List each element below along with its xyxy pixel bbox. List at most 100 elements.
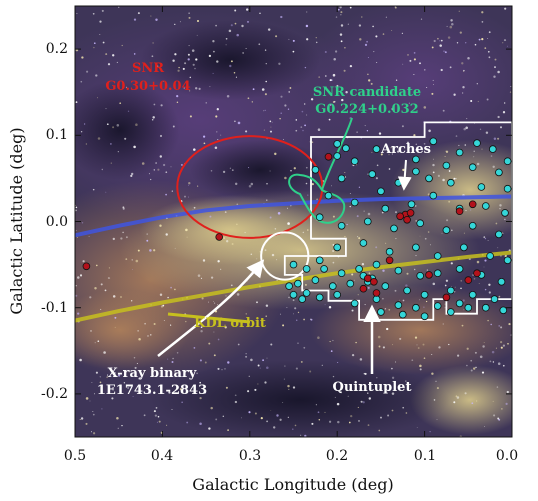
background-star: [176, 352, 179, 354]
background-star: [265, 80, 268, 83]
background-star: [442, 178, 445, 182]
background-star: [150, 334, 152, 336]
background-star: [318, 76, 321, 78]
background-star: [356, 131, 358, 133]
background-star: [275, 35, 278, 38]
background-star: [304, 124, 307, 127]
background-star: [292, 39, 295, 42]
background-star: [276, 414, 279, 417]
background-star: [449, 66, 452, 69]
background-star: [375, 35, 378, 38]
background-star: [419, 364, 422, 368]
cyan-source-point: [446, 286, 455, 295]
background-star: [101, 9, 104, 12]
background-star: [391, 367, 393, 370]
background-star: [377, 335, 381, 339]
background-star: [144, 86, 147, 88]
background-star: [387, 414, 390, 417]
background-star: [107, 63, 111, 66]
background-star: [492, 165, 495, 168]
background-star: [362, 401, 365, 404]
background-star: [455, 177, 457, 180]
background-star: [114, 372, 116, 374]
background-star: [426, 269, 428, 271]
background-star: [112, 295, 116, 298]
background-star: [210, 276, 214, 279]
background-star: [337, 362, 339, 363]
background-star: [477, 100, 479, 103]
background-star: [227, 429, 229, 431]
cyan-source-point: [499, 306, 508, 315]
background-star: [359, 358, 363, 361]
kdl-orbit-label: KDL orbit: [194, 316, 266, 331]
background-star: [132, 269, 133, 270]
cyan-source-point: [346, 279, 355, 288]
background-star: [401, 32, 404, 35]
background-star: [282, 324, 285, 327]
background-star: [359, 38, 362, 41]
background-star: [295, 129, 298, 132]
background-star: [500, 346, 503, 349]
background-star: [351, 309, 354, 312]
background-star: [230, 60, 233, 63]
background-star: [273, 426, 276, 429]
background-star: [258, 43, 261, 46]
background-star: [315, 37, 317, 39]
background-star: [106, 123, 109, 126]
background-star: [305, 182, 308, 185]
background-star: [225, 386, 228, 389]
background-star: [454, 286, 456, 288]
background-star: [453, 93, 456, 96]
background-star: [234, 9, 237, 12]
background-star: [177, 69, 180, 72]
cyan-source-point: [425, 174, 433, 183]
background-star: [81, 56, 84, 59]
background-star: [358, 186, 361, 188]
background-star: [363, 372, 366, 375]
background-star: [187, 196, 189, 198]
background-star: [224, 368, 226, 370]
background-star: [361, 263, 365, 266]
background-star: [153, 322, 156, 326]
background-star: [382, 297, 384, 300]
background-star: [146, 233, 148, 235]
background-star: [156, 65, 159, 67]
background-star: [213, 301, 214, 302]
background-star: [357, 236, 359, 238]
background-star: [445, 150, 449, 153]
background-star: [237, 343, 240, 346]
background-star: [375, 246, 378, 249]
red-source-point: [385, 256, 394, 265]
background-star: [297, 311, 300, 314]
background-star: [92, 188, 95, 191]
background-star: [437, 174, 440, 177]
background-star: [226, 240, 229, 243]
background-star: [492, 400, 494, 402]
cyan-source-point: [302, 265, 311, 273]
background-star: [509, 91, 512, 93]
background-star: [336, 84, 339, 87]
background-star: [335, 282, 337, 284]
background-star: [287, 222, 290, 225]
background-star: [141, 162, 145, 165]
background-star: [499, 208, 501, 210]
background-star: [347, 23, 349, 25]
cyan-source-point: [381, 204, 390, 213]
background-star: [131, 172, 134, 176]
cyan-source-point: [416, 219, 425, 228]
background-star: [510, 334, 512, 336]
background-star: [134, 366, 137, 369]
background-star: [200, 329, 203, 333]
cyan-source-point: [381, 282, 390, 290]
background-star: [77, 312, 80, 315]
background-star: [248, 167, 250, 169]
background-star: [311, 182, 314, 186]
background-star: [481, 371, 485, 374]
background-star: [133, 18, 137, 21]
background-star: [236, 223, 238, 226]
background-star: [159, 134, 163, 138]
background-star: [311, 141, 314, 144]
cyan-source-point: [481, 303, 490, 312]
red-source-point: [464, 276, 473, 284]
